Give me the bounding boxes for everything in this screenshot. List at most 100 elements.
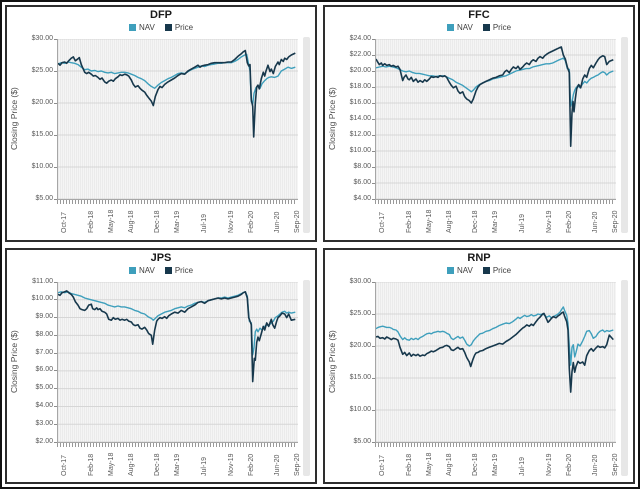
y-tick-label: $20.00	[349, 67, 371, 74]
legend-item-nav: NAV	[128, 265, 155, 275]
x-tick-label: Aug-18	[127, 210, 135, 233]
x-axis-ticks	[375, 442, 615, 447]
y-tick-mark	[54, 299, 57, 301]
chart-canvas-ffc	[376, 39, 616, 199]
chart-title-jps: JPS	[150, 251, 172, 264]
chart-title-rnp: RNP	[467, 251, 491, 264]
series-line-nav-dfp	[58, 53, 296, 106]
series-line-nav-jps	[58, 290, 296, 356]
y-tick-label: $14.00	[349, 115, 371, 122]
chart-canvas-rnp	[376, 281, 616, 442]
scrollbar-strip[interactable]	[303, 37, 310, 233]
series-line-price-ffc	[376, 46, 614, 147]
y-tick-mark	[372, 151, 375, 152]
y-tick-label: $9.00	[35, 313, 53, 321]
x-tick-label: Sep-20	[612, 210, 620, 233]
x-tick-label: May-18	[107, 209, 115, 233]
legend-price-label: Price	[174, 23, 194, 32]
x-tick-label: Feb-18	[87, 453, 95, 476]
series-line-nav-ffc	[376, 57, 614, 107]
y-tick-label: $22.00	[349, 51, 371, 58]
x-tick-label: Nov-19	[227, 452, 235, 476]
y-tick-label: $5.00	[35, 384, 53, 392]
y-tick-label: $16.00	[349, 99, 371, 106]
legend-item-nav: NAV	[446, 266, 473, 275]
y-tick-label: $11.00	[32, 277, 53, 285]
legend-item-price: Price	[164, 265, 194, 275]
y-tick-mark	[54, 103, 57, 104]
y-tick-label: $8.00	[353, 163, 371, 170]
y-axis-title: Closing Price ($)	[327, 330, 337, 393]
x-tick-label: Jun-20	[274, 211, 282, 233]
legend-price-label: Price	[492, 265, 512, 275]
scrollbar-strip[interactable]	[621, 37, 628, 233]
y-tick-mark	[372, 87, 375, 88]
legend-ffc: NAV Price	[325, 23, 633, 32]
nav-swatch-icon	[446, 266, 454, 274]
x-tick-label: Jul-19	[519, 213, 526, 233]
chart-panel-jps: JPS NAV Price Closing Price ($) $11.00 $1…	[5, 247, 317, 484]
x-tick-label: Sep-20	[294, 452, 302, 476]
x-tick-label: Feb-20	[565, 210, 573, 233]
y-tick-mark	[54, 71, 57, 72]
plot-area-dfp	[57, 39, 298, 200]
x-axis-ticks	[57, 442, 297, 447]
y-tick-label: $30.00	[31, 35, 53, 42]
x-tick-label: Feb-18	[87, 210, 95, 233]
nav-swatch-icon	[128, 266, 136, 274]
x-tick-label: Oct-17	[379, 211, 386, 233]
series-line-price-rnp	[376, 310, 614, 393]
y-tick-label: $12.00	[349, 131, 371, 138]
y-axis-title: Closing Price ($)	[9, 87, 19, 151]
x-tick-label: Mar-19	[492, 210, 500, 233]
y-tick-label: $20.00	[349, 341, 371, 349]
y-tick-label: $10.00	[31, 163, 53, 170]
x-tick-label: Mar-19	[492, 453, 500, 476]
x-tick-label: Jul-19	[201, 213, 208, 233]
legend-nav-label: NAV	[138, 265, 155, 275]
x-tick-label: Oct-17	[61, 454, 68, 476]
plot-area-rnp	[375, 281, 616, 443]
y-tick-mark	[372, 71, 375, 72]
x-tick-label: Jul-19	[201, 456, 208, 476]
scrollbar-strip[interactable]	[621, 279, 628, 476]
legend-nav-label: NAV	[456, 23, 473, 32]
y-tick-label: $20.00	[31, 99, 53, 106]
y-tick-label: $10.00	[349, 147, 371, 154]
x-tick-label: Dec-18	[154, 210, 162, 233]
legend-nav-label: NAV	[138, 23, 155, 32]
x-tick-label: Feb-20	[565, 453, 573, 476]
y-tick-mark	[372, 199, 375, 200]
y-tick-mark	[54, 441, 57, 443]
y-axis-title: Closing Price ($)	[9, 330, 19, 393]
series-line-price-jps	[58, 289, 296, 382]
x-tick-label: Nov-19	[545, 210, 553, 233]
plot-area-jps	[57, 281, 298, 443]
y-tick-label: $25.00	[31, 67, 53, 74]
scrollbar-strip[interactable]	[303, 279, 310, 476]
price-swatch-icon	[164, 266, 172, 274]
legend-item-nav: NAV	[446, 23, 473, 32]
legend-price-label: Price	[174, 265, 194, 275]
price-swatch-icon	[482, 266, 490, 274]
y-tick-label: $24.00	[349, 35, 371, 42]
y-tick-mark	[54, 334, 57, 336]
y-tick-label: $18.00	[349, 83, 371, 90]
x-tick-label: Mar-19	[174, 210, 182, 233]
y-tick-mark	[372, 119, 375, 120]
legend-rnp: NAV Price	[325, 266, 633, 275]
chart-panel-ffc: FFC NAV Price Closing Price ($) $24.00 $2…	[323, 5, 635, 242]
y-tick-mark	[54, 167, 57, 168]
x-tick-label: Feb-20	[247, 210, 255, 233]
x-tick-label: Nov-19	[227, 210, 235, 233]
y-tick-mark	[54, 370, 57, 372]
series-line-price-dfp	[58, 49, 296, 138]
y-tick-label: $25.00	[349, 309, 371, 317]
y-tick-mark	[372, 55, 375, 56]
y-tick-label: $3.00	[35, 419, 53, 427]
x-tick-label: Nov-19	[545, 452, 553, 476]
y-tick-mark	[372, 281, 375, 283]
legend-dfp: NAV Price	[7, 23, 315, 32]
x-tick-label: Feb-20	[247, 453, 255, 476]
x-tick-label: Sep-20	[612, 452, 620, 476]
